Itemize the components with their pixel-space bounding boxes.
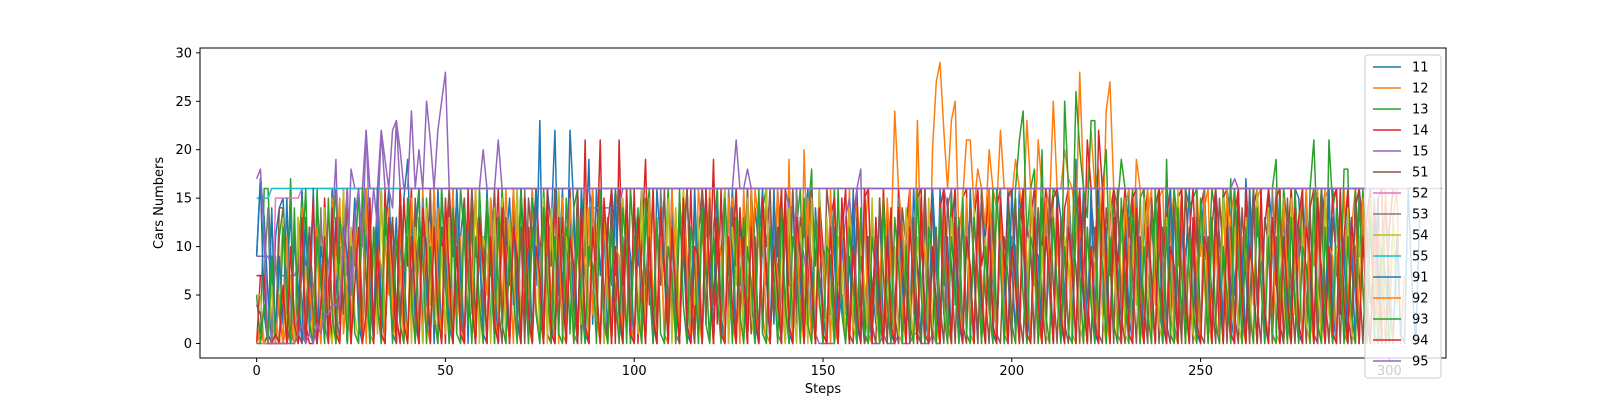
x-tick-label: 250 xyxy=(1188,364,1213,379)
legend-label: 53 xyxy=(1412,208,1429,223)
series-line-93 xyxy=(256,187,1391,345)
legend: 11 12 13 14 15 51 52 53 54 55 91 92 93 94 95 xyxy=(1364,54,1442,379)
x-tick-label: 50 xyxy=(437,364,454,379)
y-tick-label: 10 xyxy=(175,240,192,255)
x-tick-label: 100 xyxy=(622,364,647,379)
y-tick-label: 30 xyxy=(175,46,192,61)
x-tick-label: 0 xyxy=(252,364,260,379)
series-layer xyxy=(255,61,1443,345)
y-tick-label: 20 xyxy=(175,143,192,158)
y-axis-label: Cars Numbers xyxy=(152,157,167,250)
series-line-94 xyxy=(256,187,1383,345)
legend-label: 94 xyxy=(1412,334,1429,349)
legend-label: 52 xyxy=(1412,187,1429,202)
x-tick-label: 150 xyxy=(811,364,836,379)
y-tick-label: 15 xyxy=(175,192,192,207)
axis-ticks: 050100150200250300051015202530 xyxy=(175,46,1401,379)
legend-label: 93 xyxy=(1412,313,1429,328)
legend-box xyxy=(1364,54,1442,379)
x-axis-label: Steps xyxy=(805,382,842,397)
series-line-95 xyxy=(255,119,1394,345)
legend-label: 13 xyxy=(1412,103,1429,118)
x-tick-label: 200 xyxy=(999,364,1024,379)
legend-label: 54 xyxy=(1412,229,1429,244)
legend-label: 92 xyxy=(1412,292,1429,307)
legend-label: 11 xyxy=(1412,61,1429,76)
legend-label: 12 xyxy=(1412,82,1429,97)
legend-label: 14 xyxy=(1412,124,1429,139)
y-tick-label: 5 xyxy=(184,289,192,304)
legend-label: 91 xyxy=(1412,271,1429,286)
y-tick-label: 0 xyxy=(184,337,192,352)
legend-label: 55 xyxy=(1412,250,1429,265)
legend-label: 15 xyxy=(1412,145,1429,160)
legend-label: 51 xyxy=(1412,166,1429,181)
y-tick-label: 25 xyxy=(175,95,192,110)
series-line-51 xyxy=(255,187,1372,345)
legend-label: 95 xyxy=(1412,355,1429,370)
